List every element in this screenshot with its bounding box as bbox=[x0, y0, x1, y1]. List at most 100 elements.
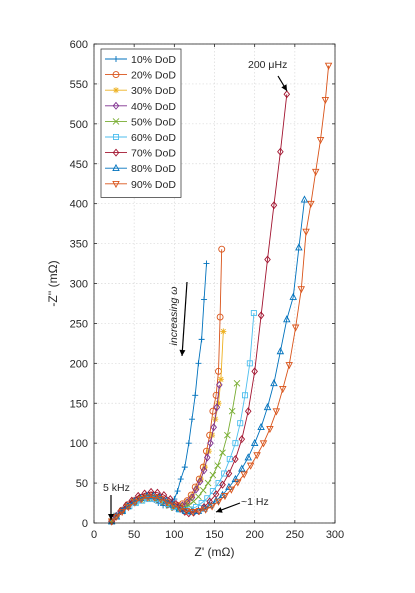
data-point bbox=[257, 422, 265, 431]
data-point bbox=[270, 201, 278, 210]
data-point bbox=[302, 228, 310, 236]
y-tick-label: 450 bbox=[70, 159, 88, 171]
data-point bbox=[285, 362, 293, 370]
data-point bbox=[307, 200, 315, 208]
legend-item: 30% DoD bbox=[105, 85, 176, 97]
series-line bbox=[111, 65, 330, 522]
data-point bbox=[238, 435, 246, 444]
data-point bbox=[183, 498, 191, 507]
data-point bbox=[169, 502, 178, 510]
data-point bbox=[118, 508, 126, 517]
data-point bbox=[297, 286, 306, 294]
data-point bbox=[250, 438, 259, 447]
data-point bbox=[272, 408, 281, 416]
data-point bbox=[251, 367, 258, 376]
data-point bbox=[131, 499, 139, 507]
x-tick-label: 150 bbox=[205, 529, 223, 541]
x-tick-label: 250 bbox=[286, 529, 304, 541]
data-point bbox=[253, 452, 261, 460]
x-tick-label: 100 bbox=[165, 529, 183, 541]
data-point bbox=[220, 328, 227, 335]
x-tick-label: 300 bbox=[326, 529, 344, 541]
series-line bbox=[111, 94, 288, 522]
data-point bbox=[210, 423, 217, 432]
y-tick-label: 150 bbox=[70, 398, 88, 410]
data-point bbox=[188, 493, 196, 502]
data-point bbox=[189, 508, 197, 517]
legend-marker bbox=[112, 71, 120, 79]
legend-label: 80% DoD bbox=[131, 163, 176, 175]
data-point bbox=[311, 168, 320, 176]
legend-item: 80% DoD bbox=[105, 163, 176, 175]
data-point bbox=[219, 449, 226, 457]
data-point bbox=[216, 313, 224, 321]
legend-label: 60% DoD bbox=[131, 132, 176, 144]
data-point bbox=[117, 507, 124, 516]
y-tick-label: 100 bbox=[70, 438, 88, 450]
legend-item: 50% DoD bbox=[105, 116, 176, 128]
legend-marker bbox=[112, 148, 120, 157]
y-tick-label: 200 bbox=[70, 358, 88, 370]
data-point bbox=[203, 453, 211, 462]
data-point bbox=[291, 324, 300, 332]
data-point bbox=[219, 480, 226, 489]
data-point bbox=[228, 407, 236, 415]
legend-marker bbox=[112, 180, 120, 189]
data-point bbox=[221, 493, 229, 501]
data-point bbox=[300, 195, 309, 203]
data-point bbox=[189, 416, 196, 423]
y-tick-label: 300 bbox=[70, 279, 88, 291]
data-point bbox=[201, 296, 208, 303]
data-point bbox=[233, 379, 241, 387]
data-point bbox=[207, 439, 214, 448]
data-point bbox=[316, 136, 325, 145]
data-point bbox=[244, 453, 252, 461]
annotation-5khz: 5 kHz bbox=[103, 482, 130, 494]
annotation-arrowhead-1hz bbox=[216, 507, 223, 513]
data-point bbox=[184, 498, 191, 505]
x-tick-label: 200 bbox=[245, 529, 263, 541]
data-point bbox=[217, 376, 224, 383]
data-point bbox=[160, 491, 168, 500]
data-point bbox=[324, 62, 333, 70]
data-point bbox=[232, 455, 239, 464]
data-point bbox=[246, 360, 253, 367]
legend: 10% DoD 20% DoD 30% DoD 40% DoD 50% DoD 60% D… bbox=[100, 48, 182, 198]
legend-label: 40% DoD bbox=[131, 101, 176, 113]
series-9 bbox=[107, 62, 333, 526]
data-point bbox=[198, 336, 205, 343]
data-point bbox=[216, 380, 223, 389]
data-point bbox=[266, 425, 274, 434]
data-point bbox=[246, 462, 255, 470]
y-tick-label: 600 bbox=[70, 39, 88, 51]
y-axis-label: -Z'' (mΩ) bbox=[46, 260, 60, 306]
annotation-200uhz: 200 μHz bbox=[248, 59, 287, 71]
data-point bbox=[279, 386, 287, 394]
annotation-1hz: ~1 Hz bbox=[241, 496, 269, 508]
data-point bbox=[200, 466, 208, 475]
data-point bbox=[244, 407, 252, 416]
legend-marker bbox=[113, 56, 119, 62]
annotations: 200 μHz increasing ω 5 kHz ~1 Hz bbox=[103, 59, 288, 520]
tick-layer: 0 50 100 150 200 250 300 0 50 100 150 200 250 300 350 4… bbox=[70, 39, 345, 541]
annotation-increasing-omega: increasing ω bbox=[168, 287, 180, 346]
data-point bbox=[192, 392, 199, 399]
legend-marker bbox=[112, 118, 120, 125]
data-point bbox=[237, 420, 244, 427]
x-axis-label: Z' (mΩ) bbox=[195, 545, 235, 559]
legend-label: 20% DoD bbox=[131, 70, 176, 82]
data-point bbox=[215, 400, 222, 407]
data-point bbox=[209, 471, 217, 479]
data-point bbox=[195, 360, 202, 367]
data-point bbox=[238, 464, 246, 472]
data-point bbox=[124, 502, 131, 509]
series-layer bbox=[107, 62, 333, 526]
data-point bbox=[264, 255, 271, 264]
data-point bbox=[181, 464, 188, 471]
data-point bbox=[195, 493, 202, 500]
data-point bbox=[289, 292, 297, 300]
data-point bbox=[259, 440, 268, 448]
data-point bbox=[107, 518, 116, 526]
